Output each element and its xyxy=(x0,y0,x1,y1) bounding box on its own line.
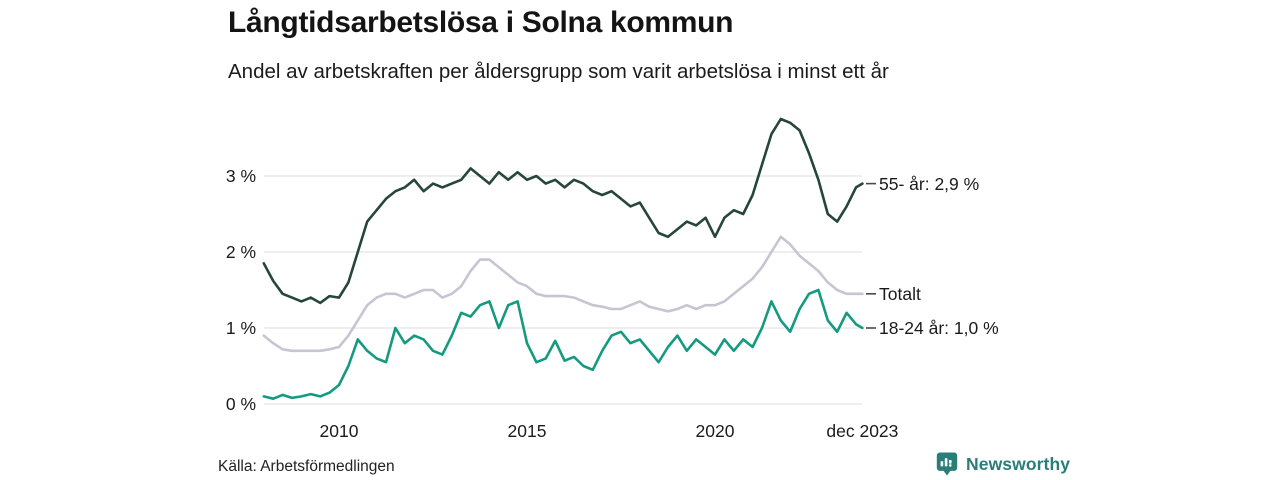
y-tick-label-0: 0 % xyxy=(225,394,256,414)
icon-dot xyxy=(949,464,952,467)
newsworthy-logo: Newsworthy xyxy=(936,452,1070,476)
y-tick-label-3: 3 % xyxy=(225,166,256,186)
series-line-55--år xyxy=(262,117,864,305)
series-line-Totalt xyxy=(262,235,864,353)
y-tick-label-1: 1 % xyxy=(225,318,256,338)
newsworthy-wordmark: Newsworthy xyxy=(966,453,1071,474)
x-tick-label-dec-2023: dec 2023 xyxy=(826,421,899,441)
end-label-55--år: 55- år: 2,9 % xyxy=(879,173,980,194)
newsworthy-chart-bubble-icon xyxy=(936,452,958,476)
chart-subtitle: Andel av arbetskraften per åldersgrupp s… xyxy=(228,60,889,83)
y-tick-label-2: 2 % xyxy=(225,242,256,262)
chart-title: Långtidsarbetslösa i Solna kommun xyxy=(228,6,734,39)
x-tick-label-2015: 2015 xyxy=(507,421,547,441)
source-note: Källa: Arbetsförmedlingen xyxy=(218,458,395,475)
series-line-18-24-år xyxy=(262,288,864,401)
x-tick-label-2020: 2020 xyxy=(695,421,735,441)
x-tick-label-2010: 2010 xyxy=(319,421,359,441)
end-label-Totalt: Totalt xyxy=(879,283,921,304)
end-label-18-24-år: 18-24 år: 1,0 % xyxy=(879,318,999,338)
